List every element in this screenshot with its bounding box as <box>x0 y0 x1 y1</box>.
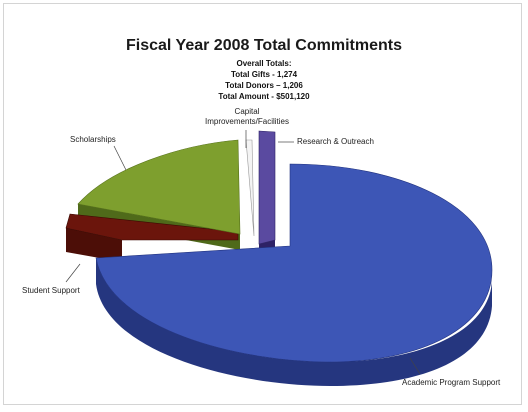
leader-scholarships <box>113 145 127 171</box>
leader-student <box>65 263 81 283</box>
total-amount: Total Amount - $501,120 <box>218 92 310 101</box>
label-capital: Capital Improvements/Facilities <box>204 107 290 126</box>
label-academic-program-support: Academic Program Support <box>402 378 501 387</box>
slice-student-support <box>65 213 239 241</box>
chart-title: Fiscal Year 2008 Total Commitments <box>126 37 402 54</box>
leader-academic <box>409 357 421 375</box>
totals-heading: Overall Totals: <box>236 59 292 68</box>
total-gifts: Total Gifts - 1,274 <box>230 70 298 79</box>
slice-scholarships <box>77 139 241 235</box>
slice-academic-side <box>96 258 492 386</box>
slice-academic-program-support <box>95 163 493 363</box>
label-scholarships: Scholarships <box>70 135 116 144</box>
slice-research <box>258 130 276 245</box>
total-donors: Total Donors – 1,206 <box>225 81 303 90</box>
label-research: Research & Outreach <box>297 137 374 146</box>
slice-student-side <box>66 228 122 262</box>
label-student-support: Student Support <box>22 286 80 295</box>
slice-capital <box>245 139 255 237</box>
